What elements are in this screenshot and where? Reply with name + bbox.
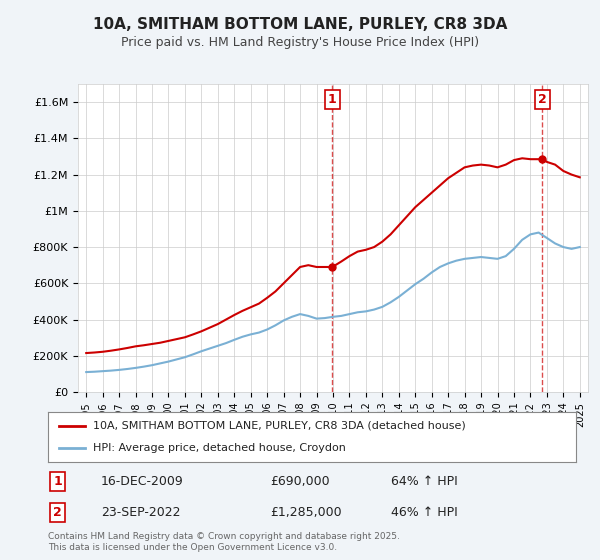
Text: Price paid vs. HM Land Registry's House Price Index (HPI): Price paid vs. HM Land Registry's House …	[121, 36, 479, 49]
Text: 1: 1	[328, 94, 337, 106]
Text: £690,000: £690,000	[270, 475, 329, 488]
Text: 10A, SMITHAM BOTTOM LANE, PURLEY, CR8 3DA: 10A, SMITHAM BOTTOM LANE, PURLEY, CR8 3D…	[93, 17, 507, 32]
Text: 2: 2	[53, 506, 62, 519]
Text: 64% ↑ HPI: 64% ↑ HPI	[391, 475, 458, 488]
Text: £1,285,000: £1,285,000	[270, 506, 341, 519]
Text: Contains HM Land Registry data © Crown copyright and database right 2025.
This d: Contains HM Land Registry data © Crown c…	[48, 532, 400, 552]
Text: 46% ↑ HPI: 46% ↑ HPI	[391, 506, 458, 519]
Text: 16-DEC-2009: 16-DEC-2009	[101, 475, 184, 488]
Text: 10A, SMITHAM BOTTOM LANE, PURLEY, CR8 3DA (detached house): 10A, SMITHAM BOTTOM LANE, PURLEY, CR8 3D…	[93, 421, 466, 431]
Text: 23-SEP-2022: 23-SEP-2022	[101, 506, 181, 519]
Text: 2: 2	[538, 94, 547, 106]
Text: HPI: Average price, detached house, Croydon: HPI: Average price, detached house, Croy…	[93, 443, 346, 453]
Text: 1: 1	[53, 475, 62, 488]
